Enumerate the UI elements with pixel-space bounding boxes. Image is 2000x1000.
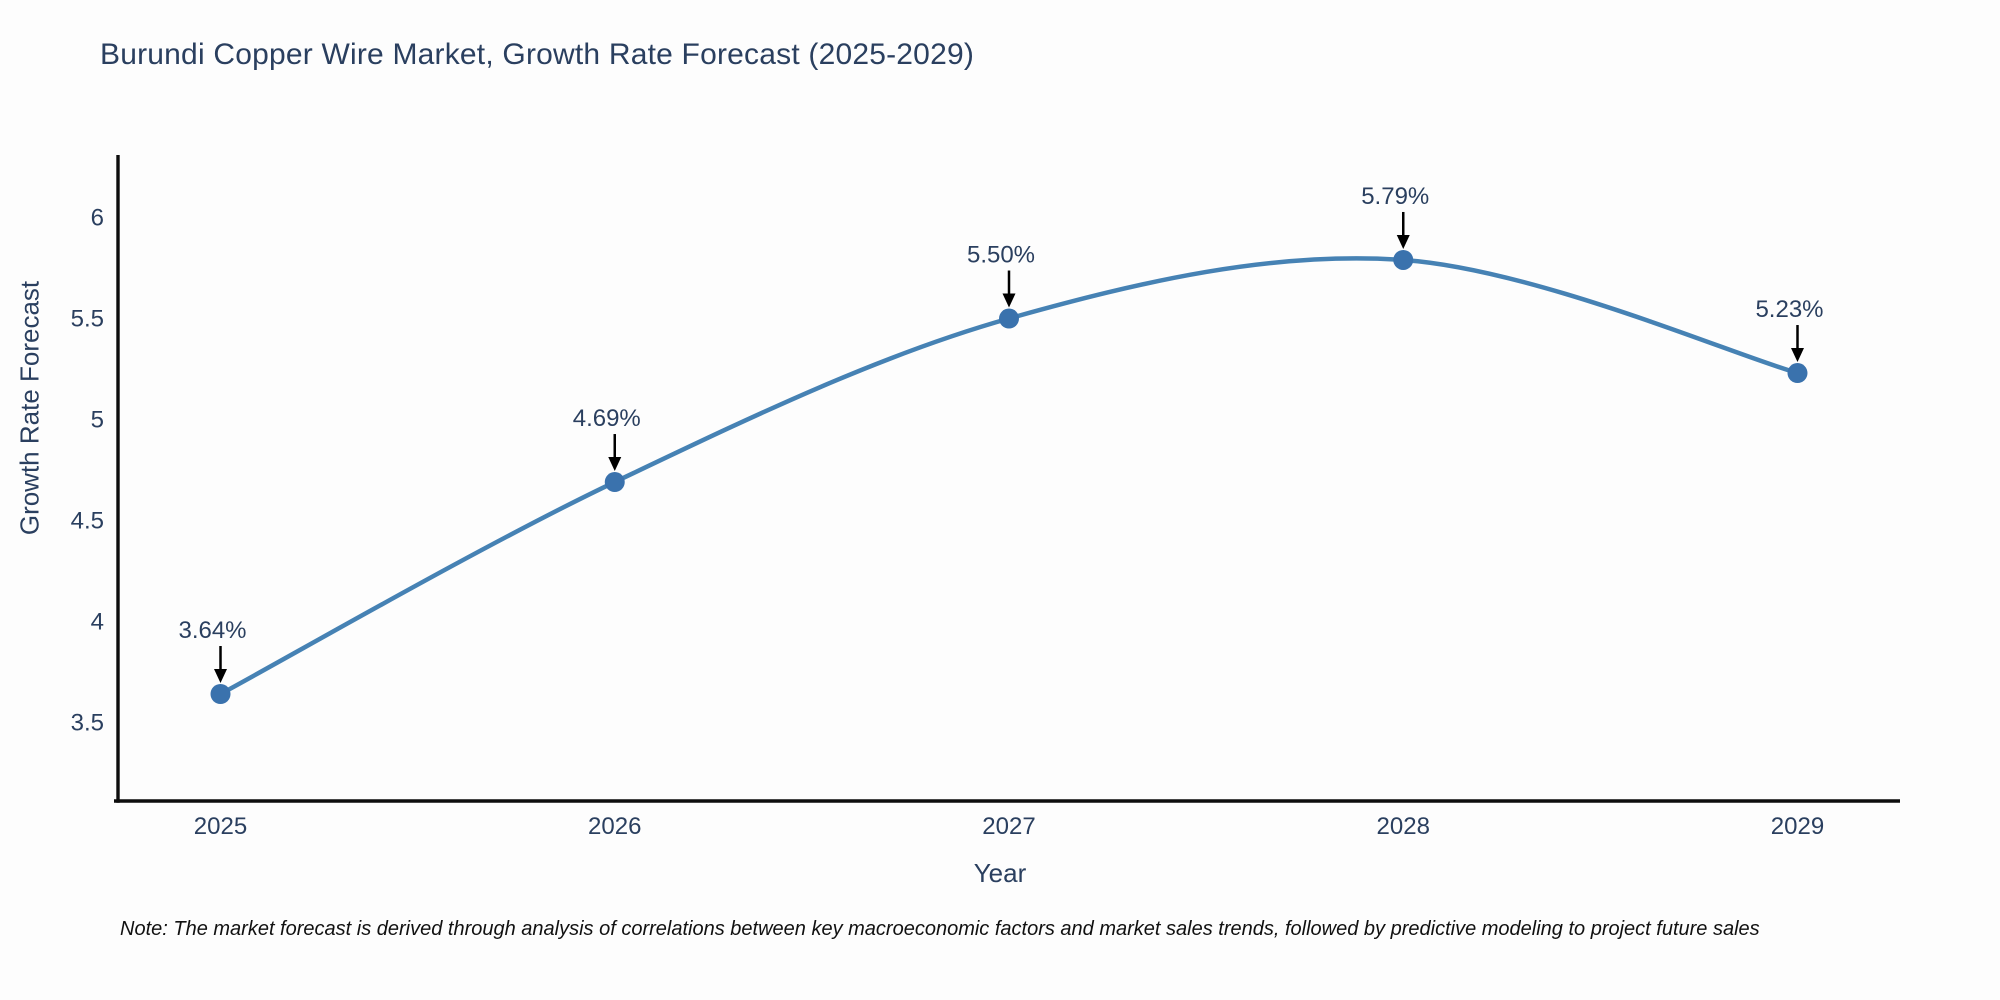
x-tick-label: 2027 (982, 813, 1035, 840)
x-tick-label: 2029 (1771, 813, 1824, 840)
chart-title: Burundi Copper Wire Market, Growth Rate … (100, 38, 975, 71)
annotation-arrowhead-icon (1396, 234, 1410, 249)
annotation-arrowhead-icon (1002, 293, 1016, 308)
point-annotation-label: 5.79% (1361, 183, 1429, 210)
y-axis-title: Growth Rate Forecast (14, 280, 45, 536)
data-point-marker (1393, 249, 1414, 270)
annotation-arrowhead-icon (608, 457, 622, 472)
y-tick-label: 4.5 (71, 507, 104, 534)
x-axis-title: Year (973, 858, 1027, 888)
x-tick-label: 2026 (588, 813, 641, 840)
y-tick-label: 3.5 (71, 709, 104, 736)
x-tick-label: 2028 (1377, 813, 1430, 840)
point-annotation-label: 4.69% (573, 405, 641, 432)
data-point-marker (604, 472, 625, 493)
point-annotation-label: 5.50% (967, 242, 1035, 269)
point-annotation-label: 3.64% (178, 617, 246, 644)
data-point-marker (210, 684, 231, 705)
annotation-arrowhead-icon (1790, 348, 1804, 363)
y-tick-label: 6 (91, 205, 104, 232)
data-point-marker (1787, 363, 1808, 384)
annotation-arrowhead-icon (214, 669, 228, 684)
y-tick-label: 4 (91, 608, 104, 635)
data-point-marker (999, 308, 1019, 329)
y-tick-label: 5.5 (71, 306, 104, 333)
x-tick-label: 2025 (194, 813, 247, 840)
footnote: Note: The market forecast is derived thr… (120, 918, 1760, 940)
point-annotation-label: 5.23% (1755, 296, 1823, 323)
y-tick-label: 5 (91, 406, 104, 433)
